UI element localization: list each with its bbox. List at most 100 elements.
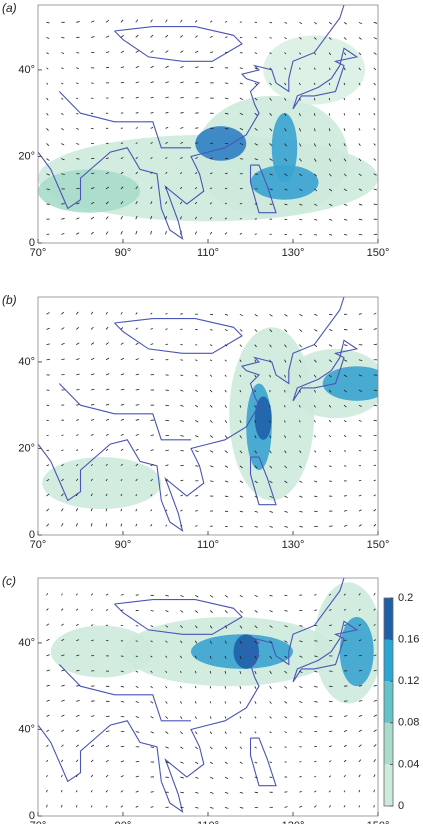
- wind-vector: [328, 745, 332, 748]
- wind-vector: [105, 172, 110, 175]
- wind-vector: [224, 480, 229, 483]
- wind-vector: [150, 731, 154, 734]
- wind-vector: [299, 805, 303, 808]
- wind-vector: [358, 37, 362, 40]
- shading: [263, 35, 366, 105]
- wind-vector: [239, 495, 244, 498]
- wind-vector: [194, 216, 198, 220]
- wind-vector: [180, 731, 183, 735]
- wind-vector: [224, 127, 229, 130]
- wind-vector: [150, 524, 153, 527]
- wind-vector: [299, 465, 302, 469]
- wind-vector: [224, 594, 229, 598]
- wind-vector: [254, 173, 258, 175]
- wind-vector: [90, 805, 93, 808]
- wind-vector: [90, 729, 95, 732]
- wind-vector: [120, 231, 123, 235]
- wind-vector: [90, 418, 95, 421]
- wind-vector: [90, 357, 95, 361]
- wind-vector: [224, 731, 227, 734]
- wind-vector: [299, 374, 302, 378]
- wind-vector: [195, 761, 199, 765]
- colorbar-tick-label: 0: [398, 800, 404, 812]
- wind-vector: [254, 233, 257, 235]
- wind-vector: [105, 373, 110, 376]
- wind-vector: [299, 776, 302, 778]
- wind-vector: [105, 508, 108, 512]
- wind-vector: [269, 640, 273, 644]
- wind-vector: [239, 420, 242, 424]
- wind-vector: [105, 448, 109, 451]
- wind-vector: [165, 524, 168, 527]
- wind-vector: [224, 610, 228, 614]
- wind-vector: [120, 201, 124, 205]
- wind-vector: [210, 329, 213, 331]
- wind-vector: [105, 759, 109, 763]
- wind-vector: [269, 143, 273, 147]
- wind-vector: [358, 113, 361, 116]
- wind-vector: [299, 685, 303, 689]
- wind-vector: [90, 624, 94, 626]
- wind-vector: [75, 478, 79, 482]
- wind-vector: [76, 21, 80, 23]
- wind-vector: [210, 806, 214, 809]
- wind-vector: [135, 19, 139, 23]
- wind-vector: [328, 173, 332, 177]
- wind-vector: [254, 610, 258, 613]
- wind-vector: [299, 700, 303, 704]
- wind-vector: [180, 19, 183, 23]
- wind-vector: [284, 37, 287, 40]
- wind-vector: [299, 435, 301, 438]
- wind-vector: [224, 374, 227, 377]
- wind-vector: [313, 97, 316, 101]
- wind-vector: [105, 403, 110, 406]
- wind-vector: [46, 37, 50, 39]
- wind-vector: [284, 21, 288, 24]
- x-tick-label: 150°: [367, 539, 390, 551]
- wind-vector: [328, 82, 331, 86]
- wind-vector: [150, 171, 153, 175]
- wind-vector: [284, 450, 287, 454]
- wind-vector: [254, 313, 258, 317]
- wind-vector: [75, 523, 78, 527]
- wind-vector: [254, 82, 258, 86]
- wind-vector: [135, 230, 138, 235]
- wind-vector: [269, 610, 273, 613]
- wind-vector: [90, 790, 93, 793]
- wind-vector: [254, 731, 257, 734]
- wind-vector: [299, 389, 301, 393]
- wind-vector: [328, 609, 332, 611]
- wind-vector: [194, 701, 197, 704]
- wind-vector: [61, 623, 64, 626]
- wind-vector: [46, 638, 50, 642]
- wind-vector: [314, 760, 317, 763]
- wind-vector: [195, 594, 199, 598]
- wind-vector: [105, 624, 109, 626]
- wind-vector: [343, 37, 347, 40]
- wind-vector: [120, 215, 123, 220]
- wind-vector: [76, 388, 80, 391]
- wind-vector: [239, 670, 242, 675]
- wind-vector: [254, 716, 257, 719]
- wind-vector: [269, 435, 272, 439]
- colorbar-frame: [383, 597, 394, 807]
- wind-vector: [180, 34, 183, 38]
- wind-vector: [358, 359, 363, 361]
- wind-vector: [358, 203, 363, 206]
- wind-vector: [105, 51, 110, 53]
- wind-vector: [313, 404, 316, 408]
- wind-vector: [46, 729, 50, 732]
- wind-vector: [46, 52, 49, 55]
- wind-vector: [120, 448, 124, 451]
- wind-vector: [165, 625, 169, 628]
- wind-vector: [343, 608, 347, 611]
- wind-vector: [239, 127, 244, 131]
- wind-vector: [120, 655, 124, 657]
- wind-vector: [150, 716, 154, 719]
- wind-vector: [358, 188, 363, 191]
- wind-vector: [135, 127, 139, 129]
- wind-vector: [180, 524, 183, 527]
- wind-vector: [165, 655, 168, 658]
- y-tick-label: 0: [29, 529, 35, 541]
- wind-vector: [135, 186, 138, 190]
